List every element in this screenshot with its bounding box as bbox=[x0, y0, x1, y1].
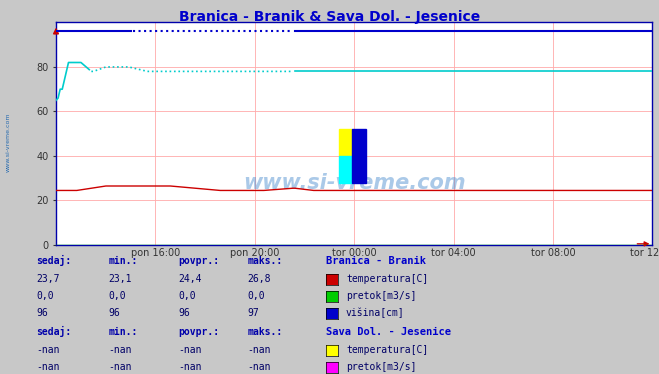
Text: 26,8: 26,8 bbox=[247, 275, 271, 284]
Text: maks.:: maks.: bbox=[247, 256, 282, 266]
Text: višina[cm]: višina[cm] bbox=[346, 308, 405, 318]
Text: -nan: -nan bbox=[247, 346, 271, 355]
Text: min.:: min.: bbox=[109, 327, 138, 337]
Text: -nan: -nan bbox=[178, 346, 202, 355]
Bar bbox=[353, 129, 366, 183]
Text: 96: 96 bbox=[36, 308, 48, 318]
Text: 97: 97 bbox=[247, 308, 259, 318]
Text: 23,7: 23,7 bbox=[36, 275, 60, 284]
Text: Branica - Branik & Sava Dol. - Jesenice: Branica - Branik & Sava Dol. - Jesenice bbox=[179, 10, 480, 24]
Text: min.:: min.: bbox=[109, 256, 138, 266]
Text: 24,4: 24,4 bbox=[178, 275, 202, 284]
Text: sedaj:: sedaj: bbox=[36, 326, 71, 337]
Text: temperatura[C]: temperatura[C] bbox=[346, 346, 428, 355]
Text: Sava Dol. - Jesenice: Sava Dol. - Jesenice bbox=[326, 327, 451, 337]
Text: 0,0: 0,0 bbox=[247, 291, 265, 301]
Text: 96: 96 bbox=[178, 308, 190, 318]
Text: pretok[m3/s]: pretok[m3/s] bbox=[346, 291, 416, 301]
Text: -nan: -nan bbox=[36, 346, 60, 355]
Text: 23,1: 23,1 bbox=[109, 275, 132, 284]
Text: 0,0: 0,0 bbox=[36, 291, 54, 301]
Text: 0,0: 0,0 bbox=[109, 291, 127, 301]
Text: -nan: -nan bbox=[178, 362, 202, 372]
Text: www.si-vreme.com: www.si-vreme.com bbox=[243, 173, 465, 193]
Bar bbox=[339, 156, 353, 183]
Text: sedaj:: sedaj: bbox=[36, 255, 71, 266]
Text: Branica - Branik: Branica - Branik bbox=[326, 256, 426, 266]
Text: temperatura[C]: temperatura[C] bbox=[346, 275, 428, 284]
Text: -nan: -nan bbox=[247, 362, 271, 372]
Text: povpr.:: povpr.: bbox=[178, 327, 219, 337]
Text: -nan: -nan bbox=[109, 346, 132, 355]
Text: maks.:: maks.: bbox=[247, 327, 282, 337]
Bar bbox=[339, 129, 353, 156]
Text: 96: 96 bbox=[109, 308, 121, 318]
Text: 0,0: 0,0 bbox=[178, 291, 196, 301]
Text: pretok[m3/s]: pretok[m3/s] bbox=[346, 362, 416, 372]
Text: -nan: -nan bbox=[36, 362, 60, 372]
Text: -nan: -nan bbox=[109, 362, 132, 372]
Text: www.si-vreme.com: www.si-vreme.com bbox=[5, 112, 11, 172]
Text: povpr.:: povpr.: bbox=[178, 256, 219, 266]
